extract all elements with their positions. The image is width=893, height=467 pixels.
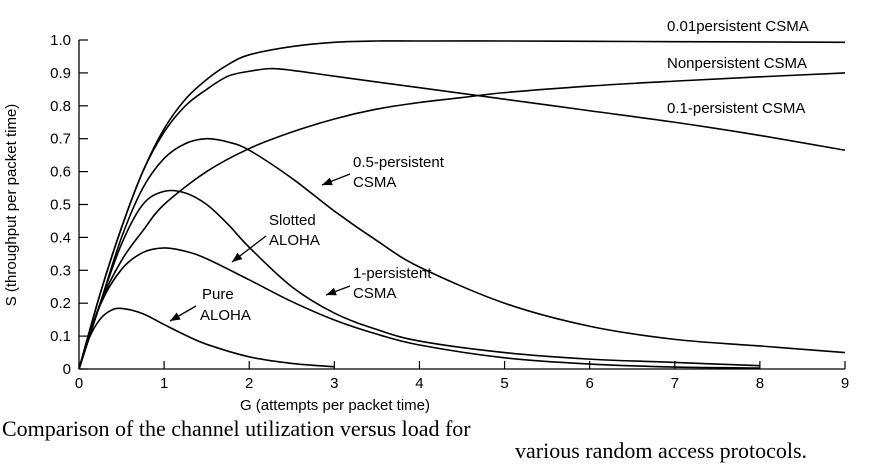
chart-axes (78, 40, 845, 370)
y-tick-label: 0 (63, 361, 71, 378)
series-label-1-persistent: 1-persistent (353, 265, 432, 282)
series-line-0-1-persistent-csma (78, 67, 846, 370)
series-label-pure: Pure (202, 286, 234, 303)
y-axis-title: S (throughput per packet time) (3, 104, 20, 307)
series-line-pure-aloha (78, 307, 335, 370)
figure-caption-line-1: Comparison of the channel utilization ve… (2, 416, 471, 441)
y-tick-label: 0.2 (50, 295, 71, 312)
series-label-slotted: Slotted (269, 212, 316, 229)
series-line-nonpersistent-csma (78, 72, 846, 370)
x-tick-label: 4 (415, 375, 423, 392)
series-label-nonpersistent-csma: Nonpersistent CSMA (667, 55, 807, 72)
x-tick-label: 3 (330, 375, 338, 392)
x-tick-label: 5 (500, 375, 508, 392)
chart-annotations (169, 173, 351, 322)
series-line-slotted-aloha (78, 247, 760, 370)
y-tick-label: 0.4 (50, 229, 71, 246)
chart-series (78, 40, 846, 370)
series-label-1-persistent-csma: CSMA (353, 285, 396, 302)
x-tick-label: 1 (160, 375, 168, 392)
x-tick-label: 9 (841, 375, 849, 392)
series-label-0-01-persistent-csma: 0.01persistent CSMA (667, 18, 809, 35)
arrow-0-5-persistent-head (322, 177, 333, 186)
x-tick-label: 7 (671, 375, 679, 392)
x-tick-label: 6 (585, 375, 593, 392)
arrow-slotted-aloha-head (232, 252, 243, 262)
figure-caption-line-2: various random access protocols. (515, 438, 808, 463)
arrow-1-persistent-head (326, 287, 337, 296)
y-tick-label: 1.0 (50, 32, 71, 49)
y-tick-label: 0.7 (50, 131, 71, 148)
x-tick-label: 8 (756, 375, 764, 392)
y-tick-label: 0.3 (50, 262, 71, 279)
x-tick-label: 2 (245, 375, 253, 392)
y-tick-label: 0.9 (50, 65, 71, 82)
series-label-0-5-persistent-csma: CSMA (353, 174, 396, 191)
y-tick-label: 0.5 (50, 197, 71, 214)
series-label-0-5-persistent: 0.5-persistent (353, 154, 445, 171)
series-line-0-01persistent-csma (78, 40, 846, 370)
y-tick-label: 0.6 (50, 164, 71, 181)
series-line-1-persistent-csma (78, 189, 760, 370)
series-label-pure-aloha: ALOHA (200, 307, 251, 324)
x-axis-title: G (attempts per packet time) (240, 397, 430, 414)
arrow-pure-aloha-head (170, 312, 181, 321)
series-label-0-1-persistent-csma: 0.1-persistent CSMA (667, 100, 805, 117)
x-tick-label: 0 (75, 375, 83, 392)
series-label-slotted-aloha: ALOHA (269, 232, 320, 249)
chart-ticks: 0 1 2 3 4 5 6 7 8 9 0 0.1 0.2 0.3 0.4 0.5 0.6 0.7 0.8 0.9 1.… (50, 32, 849, 392)
series-line-0-5-persistent-csma (78, 137, 846, 370)
y-tick-label: 0.1 (50, 328, 71, 345)
y-tick-label: 0.8 (50, 98, 71, 115)
